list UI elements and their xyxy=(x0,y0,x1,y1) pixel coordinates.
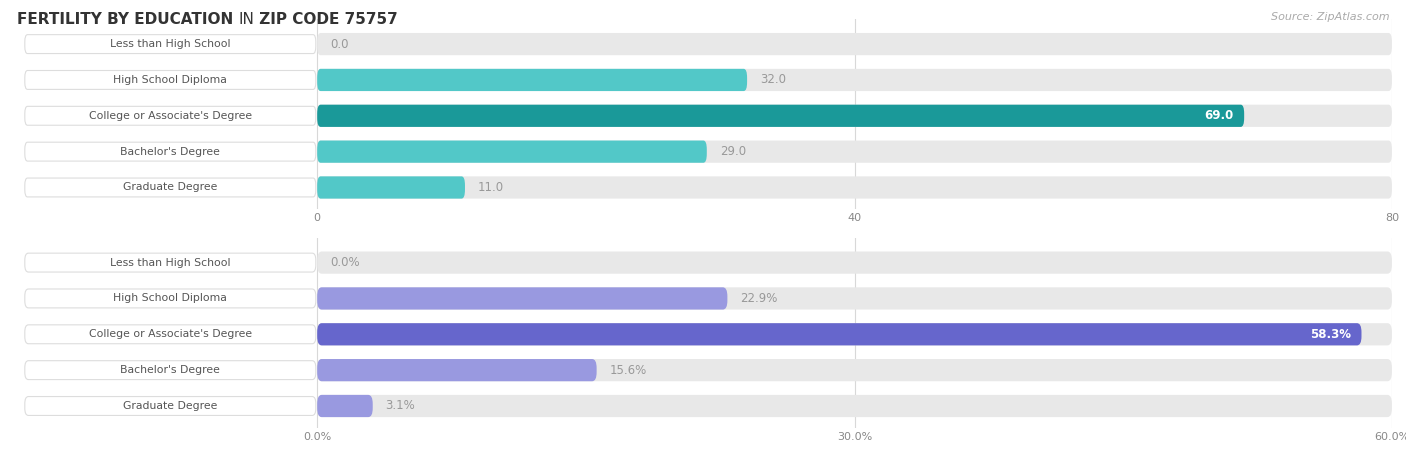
FancyBboxPatch shape xyxy=(318,104,1244,127)
Text: Source: ZipAtlas.com: Source: ZipAtlas.com xyxy=(1271,12,1389,22)
Text: 58.3%: 58.3% xyxy=(1310,328,1351,341)
Text: Bachelor's Degree: Bachelor's Degree xyxy=(121,147,221,157)
Text: 0.0: 0.0 xyxy=(330,38,349,51)
FancyBboxPatch shape xyxy=(318,251,1392,274)
FancyBboxPatch shape xyxy=(318,104,1392,127)
FancyBboxPatch shape xyxy=(318,395,1392,417)
Text: College or Associate's Degree: College or Associate's Degree xyxy=(89,111,252,121)
FancyBboxPatch shape xyxy=(25,325,316,344)
FancyBboxPatch shape xyxy=(25,142,316,161)
Text: 32.0: 32.0 xyxy=(761,74,786,86)
FancyBboxPatch shape xyxy=(318,69,1392,91)
FancyBboxPatch shape xyxy=(318,176,465,199)
FancyBboxPatch shape xyxy=(25,178,316,197)
Text: College or Associate's Degree: College or Associate's Degree xyxy=(89,329,252,339)
Text: 11.0: 11.0 xyxy=(478,181,503,194)
FancyBboxPatch shape xyxy=(318,141,1392,163)
FancyBboxPatch shape xyxy=(25,253,316,272)
FancyBboxPatch shape xyxy=(318,359,1392,381)
FancyBboxPatch shape xyxy=(25,70,316,89)
FancyBboxPatch shape xyxy=(25,289,316,308)
Text: 29.0: 29.0 xyxy=(720,145,745,158)
Text: 3.1%: 3.1% xyxy=(385,399,415,412)
Text: ZIP CODE 75757: ZIP CODE 75757 xyxy=(254,12,398,27)
Text: Graduate Degree: Graduate Degree xyxy=(124,182,218,192)
Text: Less than High School: Less than High School xyxy=(110,39,231,49)
Text: 22.9%: 22.9% xyxy=(741,292,778,305)
Text: 69.0: 69.0 xyxy=(1204,109,1233,122)
Text: FERTILITY BY EDUCATION: FERTILITY BY EDUCATION xyxy=(17,12,239,27)
FancyBboxPatch shape xyxy=(318,287,1392,310)
FancyBboxPatch shape xyxy=(318,33,1392,55)
FancyBboxPatch shape xyxy=(318,323,1361,345)
FancyBboxPatch shape xyxy=(318,141,707,163)
Text: 0.0%: 0.0% xyxy=(330,256,360,269)
Text: 15.6%: 15.6% xyxy=(610,364,647,377)
FancyBboxPatch shape xyxy=(318,323,1392,345)
FancyBboxPatch shape xyxy=(25,35,316,54)
Text: Less than High School: Less than High School xyxy=(110,257,231,267)
FancyBboxPatch shape xyxy=(25,361,316,380)
Text: IN: IN xyxy=(239,12,254,27)
Text: High School Diploma: High School Diploma xyxy=(114,75,228,85)
FancyBboxPatch shape xyxy=(318,359,596,381)
FancyBboxPatch shape xyxy=(25,397,316,416)
FancyBboxPatch shape xyxy=(318,395,373,417)
Text: High School Diploma: High School Diploma xyxy=(114,294,228,304)
Text: Graduate Degree: Graduate Degree xyxy=(124,401,218,411)
FancyBboxPatch shape xyxy=(318,176,1392,199)
FancyBboxPatch shape xyxy=(25,106,316,125)
FancyBboxPatch shape xyxy=(318,69,747,91)
Text: Bachelor's Degree: Bachelor's Degree xyxy=(121,365,221,375)
FancyBboxPatch shape xyxy=(318,287,727,310)
